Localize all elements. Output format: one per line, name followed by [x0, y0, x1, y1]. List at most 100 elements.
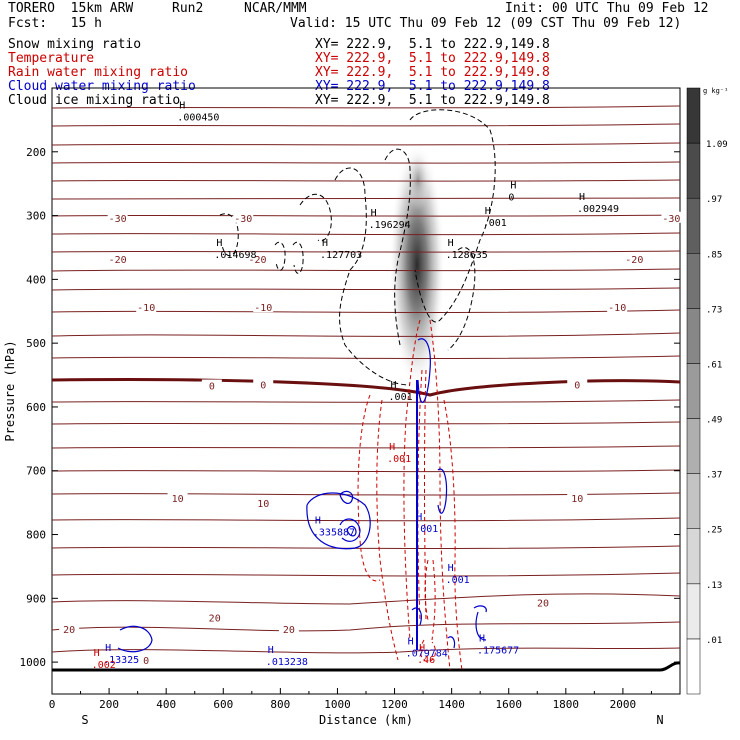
max-value-label: .175677: [477, 645, 519, 656]
y-tick-label: 600: [26, 401, 46, 414]
temperature-label-bg: [107, 211, 128, 223]
max-value-label: .013238: [266, 657, 308, 668]
colorbar-unit: g kg⁻¹: [703, 87, 728, 95]
max-marker: H: [94, 648, 100, 659]
colorbar-swatch: [686, 197, 701, 254]
temperature-label: -30: [109, 214, 127, 225]
ground-line: [52, 661, 680, 672]
temperature-label-bg: [567, 491, 588, 503]
temperature-label-bg: [59, 623, 80, 635]
max-value-label: .335887: [313, 527, 355, 538]
x-tick-label: 1600: [495, 698, 522, 711]
temperature-label-bg: [253, 301, 274, 313]
colorbar-swatch: [686, 583, 701, 640]
field-xy-snow: XY= 222.9, 5.1 to 222.9,149.8: [315, 37, 550, 52]
temperature-label: 20: [537, 598, 549, 609]
temperature-label: 0: [260, 380, 266, 391]
temperature-label-bg: [253, 378, 274, 390]
max-marker: H: [179, 101, 185, 112]
axis-labels: 0 200 400 600 800 1000 1200 1400 1600 1800 2000200…: [3, 146, 664, 727]
colorbar-level: .73: [706, 305, 722, 315]
temperature-label-bg: [233, 211, 254, 223]
max-value-label: .001: [483, 218, 507, 229]
org-label: NCAR/MMM: [244, 1, 307, 16]
temperature-contours: [52, 105, 680, 654]
temperature-label-bg: [278, 623, 299, 635]
cloud-water-contours: [117, 338, 487, 653]
max-marker: H: [371, 208, 377, 219]
temperature-label: -10: [254, 303, 272, 314]
temperature-label: 20: [283, 625, 295, 636]
max-marker: H: [268, 645, 274, 656]
max-marker: H: [216, 238, 222, 249]
colorbar-swatch: [686, 638, 701, 695]
field-xy-rain: XY= 222.9, 5.1 to 222.9,149.8: [315, 65, 550, 80]
max-marker: H: [315, 515, 321, 526]
field-name-temperature: Temperature: [8, 51, 95, 66]
colorbar-level: .49: [706, 416, 722, 426]
max-marker: H: [485, 206, 491, 217]
snow-shading-upper: [406, 150, 430, 210]
valid-time: Valid: 15 UTC Thu 09 Feb 12 (09 CST Thu …: [290, 16, 682, 31]
max-value-label: .196294: [369, 220, 411, 231]
y-tick-label: 1000: [20, 656, 47, 669]
x-tick-label: 800: [270, 698, 290, 711]
y-axis-title: Pressure (hPa): [3, 340, 17, 441]
rain-contours: [357, 319, 463, 671]
x-tick-label: 0: [49, 698, 56, 711]
temperature-label: 10: [257, 499, 269, 510]
max-value-label: .002949: [577, 204, 619, 215]
temperature-label-bg: [567, 378, 588, 390]
temperature-label-bg: [247, 253, 268, 265]
max-marker: H: [419, 643, 425, 654]
colorbar-swatch: [686, 87, 701, 144]
field-name-cloud-water: Cloud water mixing ratio: [8, 79, 196, 94]
temperature-label: -20: [109, 255, 127, 266]
temperature-label: -20: [625, 255, 643, 266]
max-value-label: 0: [508, 192, 514, 203]
field-xy-cloud-ice: XY= 222.9, 5.1 to 222.9,149.8: [315, 93, 550, 108]
colorbar-level: .97: [706, 195, 722, 205]
axis-ticks: [51, 151, 680, 694]
temperature-label: 20: [63, 625, 75, 636]
max-value-label: .079784: [406, 649, 448, 660]
temperature-label: -30: [662, 214, 680, 225]
field-name-snow: Snow mixing ratio: [8, 37, 142, 52]
colorbar-swatch: [686, 363, 701, 419]
temperature-label: -20: [248, 255, 266, 266]
field-xy-temperature: XY= 222.9, 5.1 to 222.9,149.8: [315, 51, 550, 66]
colorbar-level: .13: [706, 581, 722, 591]
x-tick-label: 2000: [610, 698, 637, 711]
max-value-label: .001: [414, 524, 438, 535]
y-tick-label: 800: [26, 529, 46, 542]
south-label: S: [81, 713, 88, 727]
temperature-label: -30: [234, 214, 252, 225]
y-tick-label: 500: [26, 337, 46, 350]
colorbar-level: .01: [706, 636, 722, 646]
colorbar-level: .61: [706, 360, 722, 370]
x-tick-label: 600: [213, 698, 233, 711]
run-label: Run2: [172, 1, 204, 16]
max-marker: H: [389, 442, 395, 453]
x-tick-label: 1200: [381, 698, 408, 711]
colorbar-swatch: [686, 418, 701, 474]
x-axis-title: Distance (km): [319, 713, 413, 727]
max-value-label: .46: [417, 655, 435, 666]
colorbar-swatch: [686, 142, 701, 199]
colorbar: .01 .13 .25 .37 .49 .61 .73 .85 .97 1.09 g kg⁻¹: [686, 87, 728, 695]
max-marker: H: [408, 637, 414, 648]
colorbar-swatch: [686, 528, 701, 585]
temperature-label: 20: [209, 614, 221, 625]
field-name-rain: Rain water mixing ratio: [8, 65, 189, 80]
max-value-label: .000450: [177, 113, 219, 124]
max-marker: H: [479, 633, 485, 644]
colorbar-swatch: [686, 253, 701, 309]
north-label: N: [656, 713, 663, 727]
max-value-label: .002: [92, 660, 116, 671]
temperature-label-bg: [253, 496, 274, 508]
contour-labels: -30 -30 -30 -20 -20 -20 -10 -10 -10 0 0 0 10 10 10 20 20…: [59, 101, 682, 671]
max-value-label: .001: [446, 575, 470, 586]
model-title: TORERO 15km ARW: [8, 1, 134, 16]
colorbar-level: .85: [706, 250, 722, 260]
